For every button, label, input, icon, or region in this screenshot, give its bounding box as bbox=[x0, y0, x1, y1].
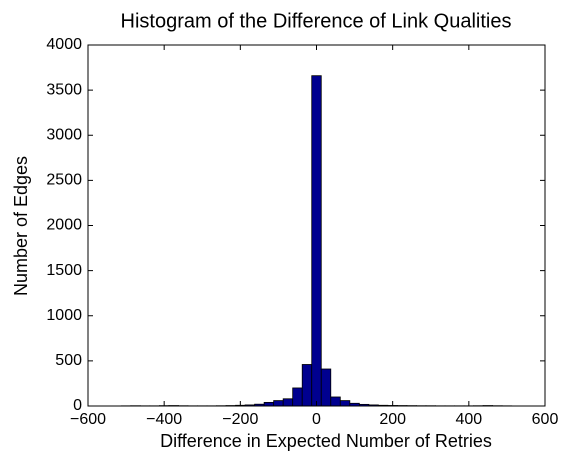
bar bbox=[283, 399, 293, 406]
bar bbox=[302, 364, 312, 406]
chart-title: Histogram of the Difference of Link Qual… bbox=[121, 10, 512, 32]
bar bbox=[331, 397, 341, 406]
y-tick-label: 3000 bbox=[46, 126, 82, 143]
y-tick-label: 0 bbox=[73, 397, 82, 414]
bar bbox=[264, 402, 274, 406]
bar bbox=[274, 401, 284, 406]
y-tick-label: 500 bbox=[55, 352, 82, 369]
x-axis-label: Difference in Expected Number of Retries bbox=[160, 431, 492, 451]
y-axis-label: Number of Edges bbox=[11, 156, 31, 296]
y-tick-label: 2000 bbox=[46, 217, 82, 234]
bar bbox=[293, 388, 303, 406]
bar bbox=[321, 369, 331, 406]
y-tick-label: 2500 bbox=[46, 172, 82, 189]
y-tick-label: 1000 bbox=[46, 307, 82, 324]
x-tick-label: 600 bbox=[532, 411, 559, 428]
x-tick-label: −400 bbox=[146, 411, 182, 428]
bar bbox=[312, 76, 322, 406]
bar bbox=[340, 401, 350, 406]
x-tick-label: 0 bbox=[312, 411, 321, 428]
y-tick-label: 1500 bbox=[46, 262, 82, 279]
y-tick-label: 3500 bbox=[46, 81, 82, 98]
x-tick-label: 400 bbox=[455, 411, 482, 428]
y-tick-label: 4000 bbox=[46, 36, 82, 53]
x-tick-label: 200 bbox=[379, 411, 406, 428]
x-tick-label: −200 bbox=[222, 411, 258, 428]
